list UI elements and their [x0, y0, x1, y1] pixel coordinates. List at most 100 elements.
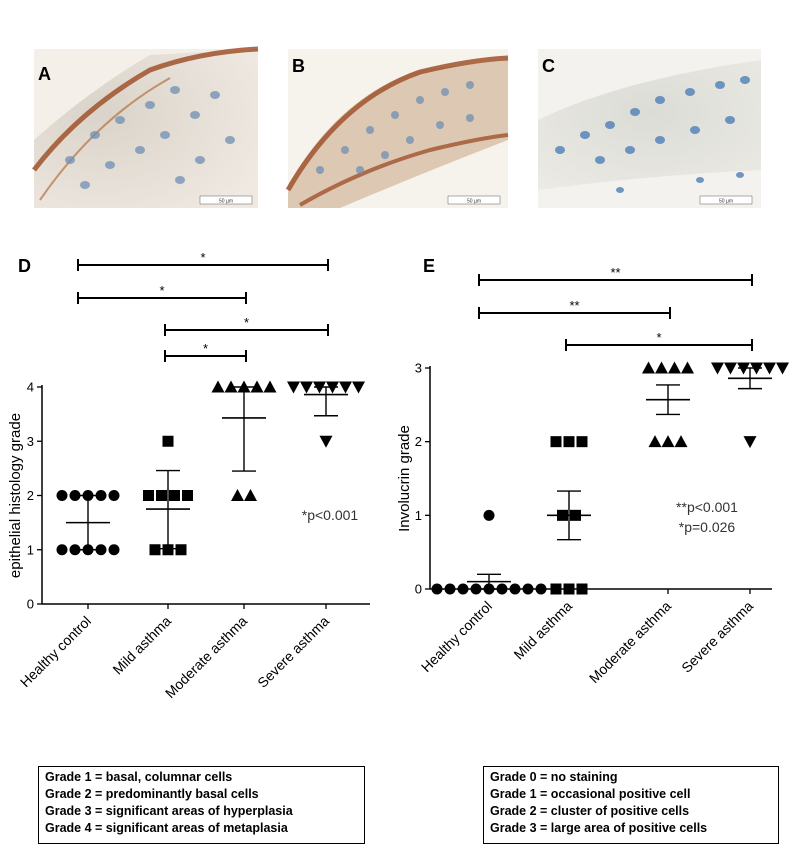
legend-line-d-3: Grade 3 = significant areas of hyperplas… [45, 804, 293, 818]
point-e-2-1 [661, 435, 675, 448]
sig-label-d-1: * [159, 283, 164, 298]
point-d-0-6 [69, 490, 81, 501]
category-label-d-3: Severe asthma [254, 613, 332, 691]
category-label-e-2: Moderate asthma [586, 598, 675, 687]
y-tick-label-d-2: 2 [27, 488, 34, 503]
point-d-0-1 [69, 544, 81, 556]
point-e-2-5 [668, 361, 681, 374]
point-e-0-8 [535, 583, 547, 595]
point-e-0-1 [444, 583, 456, 595]
point-d-1-1 [162, 544, 174, 556]
scale-label-c: 50 µm [719, 199, 733, 205]
point-d-3-1 [287, 381, 300, 394]
micrograph-a: 50 µm A [32, 46, 259, 208]
point-d-3-5 [339, 381, 352, 394]
scale-label-a: 50 µm [219, 199, 233, 205]
micrograph-b: 50 µm B [285, 49, 509, 208]
legend-line-e-3: Grade 2 = cluster of positive cells [490, 804, 690, 818]
sig-label-e-1: ** [569, 298, 579, 313]
point-e-1-1 [563, 583, 575, 595]
point-d-1-4 [156, 490, 167, 501]
point-e-1-2 [576, 583, 588, 595]
y-tick-label-d-1: 1 [27, 542, 34, 557]
point-e-1-6 [563, 436, 575, 448]
category-label-d-2: Moderate asthma [162, 613, 251, 702]
point-e-2-2 [674, 435, 688, 448]
panel-label-d: D [18, 256, 31, 276]
y-tick-label-e-1: 1 [415, 508, 422, 523]
scale-label-b: 50 µm [467, 199, 481, 205]
panel-label-a: A [38, 64, 51, 84]
point-d-2-1 [244, 489, 257, 501]
point-e-2-4 [655, 361, 668, 374]
p-value-annotation-d-0: *p<0.001 [302, 507, 359, 523]
point-e-0-5 [496, 583, 508, 595]
point-e-3-0 [743, 436, 757, 449]
chart-e: 0 1 2 3 Involucrin grade Healthy control Mild … [396, 265, 789, 686]
point-d-1-7 [162, 435, 174, 447]
chart-d: 0 1 2 3 4 epithelial histology grade Healthy c… [7, 250, 370, 701]
point-d-2-2 [211, 380, 225, 393]
nuclei-b [316, 81, 474, 174]
legend-line-d-4: Grade 4 = significant areas of metaplasi… [45, 821, 288, 835]
legend-line-e-2: Grade 1 = occasional positive cell [490, 787, 691, 801]
point-d-1-3 [143, 490, 154, 501]
nuclei-a [65, 86, 235, 189]
legend-line-d-2: Grade 2 = predominantly basal cells [45, 787, 259, 801]
legend-box-e: Grade 0 = no staining Grade 1 = occasion… [483, 766, 779, 844]
y-tick-label-e-0: 0 [415, 582, 422, 597]
y-tick-label-d-0: 0 [27, 597, 34, 612]
category-label-d-0: Healthy control [17, 613, 94, 690]
point-e-0-6 [509, 583, 521, 595]
point-d-0-5 [56, 490, 68, 501]
point-e-2-0 [648, 435, 662, 448]
micrograph-c: 50 µm C [538, 49, 761, 208]
y-tick-label-e-3: 3 [415, 361, 422, 376]
point-d-0-4 [108, 544, 120, 556]
point-e-1-5 [550, 436, 562, 448]
point-e-3-6 [776, 362, 789, 375]
sig-label-e-0: ** [610, 265, 620, 280]
y-tick-label-d-3: 3 [27, 434, 34, 449]
point-e-0-7 [522, 583, 534, 595]
p-value-annotation-e-0: **p<0.001 [676, 499, 738, 515]
point-e-3-2 [724, 362, 737, 375]
category-label-e-1: Mild asthma [510, 598, 575, 663]
point-e-1-0 [550, 583, 562, 595]
point-d-1-6 [182, 490, 193, 501]
sig-label-d-2: * [244, 315, 249, 330]
category-label-d-1: Mild asthma [109, 613, 174, 678]
y-tick-label-e-2: 2 [415, 434, 422, 449]
point-d-2-3 [224, 380, 238, 393]
point-e-0-0 [431, 583, 443, 595]
point-e-2-6 [681, 361, 694, 374]
point-e-3-1 [711, 362, 724, 375]
nuclei-c [555, 76, 750, 193]
point-d-2-6 [263, 380, 277, 393]
legend-box-d: Grade 1 = basal, columnar cells Grade 2 … [38, 766, 365, 844]
panel-label-c: C [542, 56, 555, 76]
point-d-1-5 [169, 490, 180, 501]
point-d-2-0 [231, 489, 244, 501]
panel-label-b: B [292, 56, 305, 76]
p-value-annotation-e-1: *p=0.026 [679, 519, 736, 535]
point-d-0-0 [56, 544, 68, 556]
point-d-0-9 [108, 490, 120, 501]
legend-line-d-1: Grade 1 = basal, columnar cells [45, 770, 233, 784]
category-label-e-0: Healthy control [418, 598, 495, 675]
point-e-0-9 [483, 509, 495, 521]
point-d-3-0 [319, 435, 333, 448]
point-d-0-8 [95, 490, 107, 501]
point-d-3-2 [300, 381, 313, 394]
point-d-1-0 [149, 544, 161, 556]
panel-label-e: E [423, 256, 435, 276]
point-e-1-7 [576, 436, 588, 448]
y-axis-label-e: Involucrin grade [396, 425, 413, 532]
point-e-3-5 [763, 362, 776, 375]
sig-label-e-2: * [656, 330, 661, 345]
sig-label-d-3: * [203, 341, 208, 356]
point-e-0-3 [470, 583, 482, 595]
legend-line-e-4: Grade 3 = large area of positive cells [490, 821, 708, 835]
point-e-2-3 [642, 361, 655, 374]
